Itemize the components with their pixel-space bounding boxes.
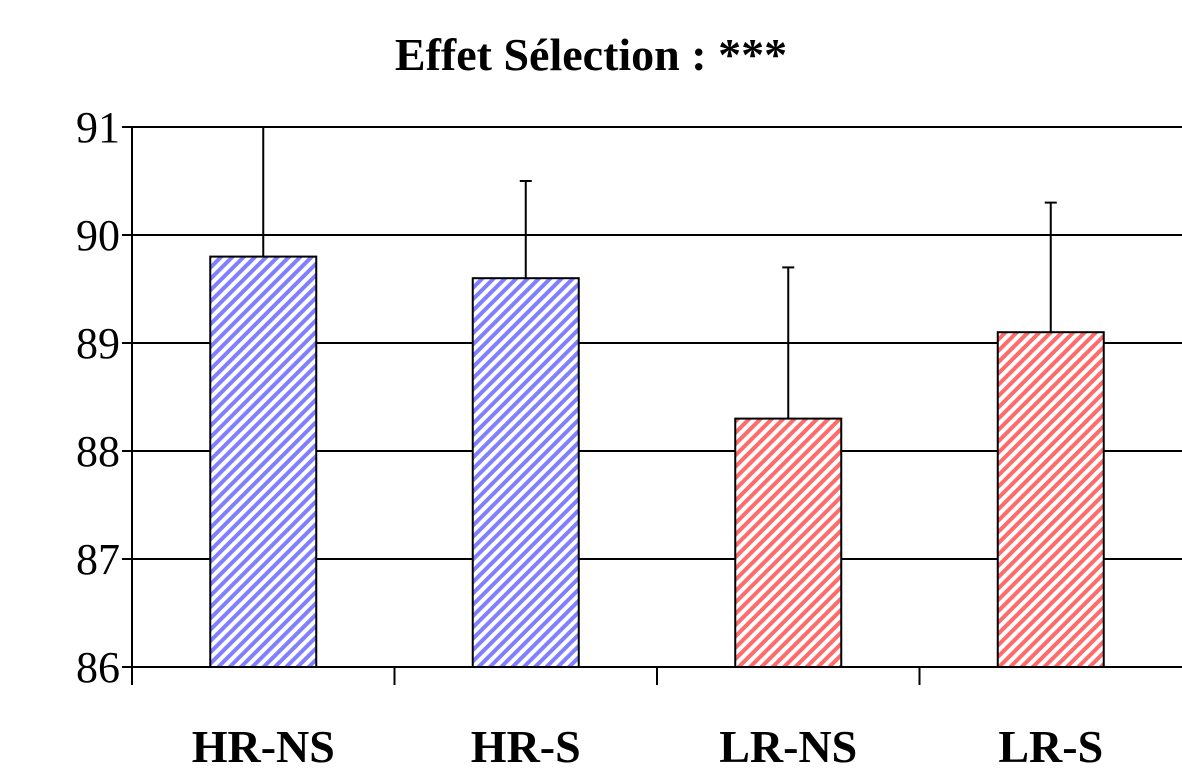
y-tick-label: 91 (76, 103, 120, 152)
bar-lr-s (996, 331, 1105, 668)
x-tick-label: HR-S (471, 721, 581, 772)
y-tick-label: 87 (76, 535, 120, 584)
y-tick-label: 86 (76, 643, 120, 692)
x-tick-label: LR-S (998, 721, 1103, 772)
y-tick-label: 89 (76, 319, 120, 368)
bar-lr-ns (734, 417, 843, 668)
bar-hr-s (471, 277, 580, 668)
chart-title: Effet Sélection : *** (394, 29, 788, 80)
bar-hr-ns (209, 255, 318, 668)
x-tick-label: HR-NS (192, 721, 335, 772)
y-tick-label: 90 (76, 211, 120, 260)
y-tick-label: 88 (76, 427, 120, 476)
x-tick-label: LR-NS (719, 721, 857, 772)
